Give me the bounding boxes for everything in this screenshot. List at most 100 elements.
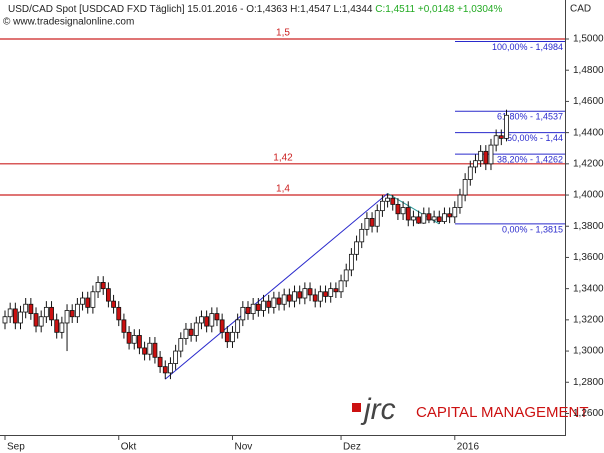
candle-body [168,363,173,374]
level-label: 1,4 [276,184,290,195]
candle-body [493,135,499,146]
candle-body [199,316,204,324]
candle-body [266,300,272,308]
y-tick-label: 1,3400 [573,283,604,294]
candle-body [364,218,370,230]
candle-body [447,213,453,218]
x-tick-label: Nov [234,442,252,453]
candle-body [359,228,365,243]
candle-body [462,179,468,196]
fib-label: 61,80% - 1,4537 [497,112,563,122]
y-tick-label: 1,4800 [573,65,604,76]
candle-body [467,166,473,180]
candle-body [85,297,91,308]
candle-body [426,213,432,221]
candle-body [38,316,44,327]
candle-body [162,366,168,374]
candle-body [271,297,277,308]
candle-body [137,335,142,349]
axis-unit: CAD [570,4,591,15]
y-tick-label: 1,3800 [573,221,604,232]
copyright: © www.tradesignalonline.com [3,17,134,28]
candle-body [28,303,34,315]
level-label: 1,5 [276,28,290,39]
candle-body [421,213,427,224]
candle-body [498,135,504,139]
candle-body [18,311,23,324]
candle-body [312,294,318,302]
candle-body [261,300,266,311]
candle-body [64,310,70,324]
y-tick-label: 1,2800 [573,377,604,388]
level-label: 1,42 [273,152,293,163]
candle-body [209,313,215,327]
header-change: C:1,4511 +0,0148 +1,0304% [375,4,502,15]
y-tick-label: 1,3200 [573,314,604,325]
candle-body [59,322,65,333]
candle-body [297,291,303,299]
candle-body [281,294,287,305]
candle-body [173,350,179,364]
y-tick-label: 1,4200 [573,158,604,169]
candle-body [416,216,422,224]
candle-body [95,282,101,293]
logo-mark [352,403,361,412]
y-tick-label: 1,3600 [573,252,604,263]
candle-body [307,288,313,296]
candle-body [100,282,106,290]
header-text: USD/CAD Spot [USDCAD FXD Täglich] 15.01.… [8,4,373,15]
candle-body [328,288,334,297]
candle-body [116,306,122,321]
x-tick-label: 2016 [457,442,480,453]
candle-body [2,316,8,324]
candle-body [111,300,116,308]
fib-label: 100,00% - 1,4984 [492,42,563,52]
candle-body [385,197,390,202]
candle-body [240,306,246,321]
candle-body [69,310,75,318]
candle-body [457,194,463,208]
candle-body [152,342,158,358]
candle-body [147,342,153,355]
candle-body [317,291,323,302]
fib-label: 0,00% - 1,3815 [502,224,563,234]
candle-body [348,253,354,271]
y-tick-label: 1,4000 [573,190,604,201]
x-tick-label: Dez [343,442,361,453]
candle-body [333,288,339,293]
candle-body [204,316,210,327]
candle-body [49,306,54,321]
candle-body [380,200,385,212]
candle-body [478,150,484,162]
x-tick-label: Sep [7,442,25,453]
candle-body [90,291,96,308]
candle-body [131,335,137,344]
candle-body [188,328,194,336]
candle-body [504,114,509,139]
candle-body [126,331,132,344]
candle-body [442,213,447,222]
candle-body [43,306,49,318]
x-tick-label: Okt [121,442,137,453]
candle-body [157,356,163,368]
candle-body [395,203,401,215]
candle-body [23,303,29,313]
y-tick-label: 1,5000 [573,34,604,45]
candle-body [80,297,85,305]
candle-body [224,331,230,343]
candle-body [230,331,235,343]
trend-line [164,193,388,380]
candle-body [286,294,292,302]
candle-body [74,303,80,318]
candle-body [338,280,344,293]
candle-body [142,347,147,355]
candle-body [452,207,458,218]
candle-body [354,241,359,255]
candle-body [255,303,261,311]
fib-label: 50,00% - 1,44 [507,133,563,143]
y-tick-label: 1,2600 [573,408,604,419]
fib-label: 38,20% - 1,4262 [497,155,563,165]
logo-name: CAPITAL MANAGEMENT [416,404,589,421]
